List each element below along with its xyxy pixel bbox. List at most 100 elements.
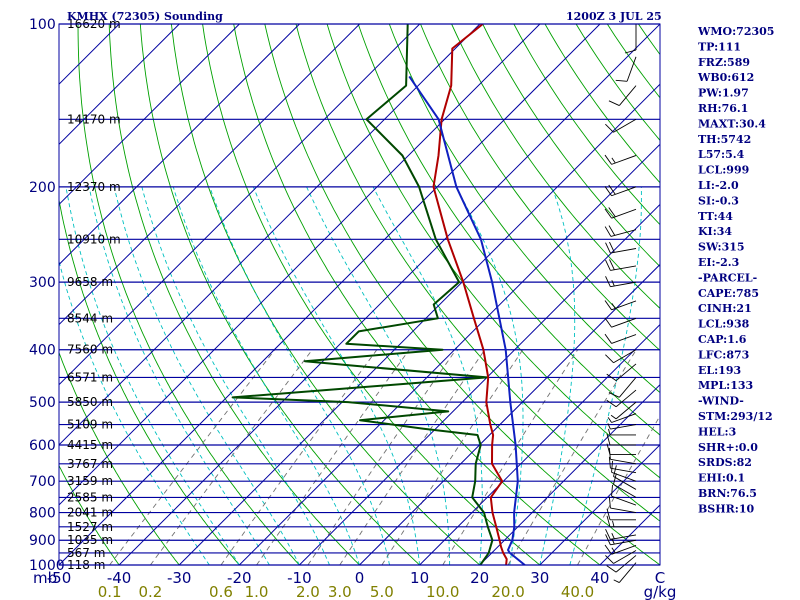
isotherm-line	[539, 444, 660, 565]
dry-adiabat-line	[264, 24, 660, 565]
temperature-tick-label: 20	[470, 569, 489, 587]
wind-barb	[607, 423, 637, 430]
wind-barb	[607, 413, 637, 423]
isotherm-line	[59, 24, 541, 506]
indices-panel: WMO:72305 TP:111 FRZ:589 WB0:612 PW:1.97 RH:7…	[697, 25, 774, 515]
wind-barb	[608, 428, 636, 436]
height-label: 1035 m	[67, 533, 113, 547]
temperature-tick-label: 30	[530, 569, 549, 587]
sounding-profiles	[231, 24, 526, 565]
isotherm-lines	[59, 24, 660, 565]
adiabat-lines	[59, 24, 800, 565]
wind-barb	[606, 433, 636, 446]
wind-barb	[608, 85, 637, 106]
height-label: 2585 m	[67, 490, 113, 504]
wind-barb	[606, 443, 636, 456]
index-line: L57:5.4	[698, 148, 745, 161]
index-line: MAXT:30.4	[698, 117, 766, 130]
height-label: 4415 m	[67, 438, 113, 452]
index-line: TP:111	[698, 40, 741, 53]
wind-barb	[608, 496, 637, 514]
isotherm-line	[59, 24, 360, 326]
index-line: STM:293/12	[698, 410, 773, 423]
pressure-tick-label: 900	[29, 533, 56, 549]
index-line: BSHR:10	[698, 502, 754, 515]
index-line: -WIND-	[698, 395, 744, 408]
wind-barb	[608, 447, 637, 465]
wind-barb	[606, 515, 636, 528]
wind-barb	[606, 508, 636, 521]
wind-barb	[610, 401, 637, 420]
index-line: CAP:1.6	[698, 333, 747, 346]
height-label: 8544 m	[67, 311, 113, 325]
index-line: CAPE:785	[698, 287, 759, 300]
isotherm-line	[59, 24, 180, 146]
wind-barb	[604, 300, 637, 311]
index-line: -PARCEL-	[698, 271, 757, 284]
wind-barb	[611, 460, 637, 482]
isotherm-line	[419, 323, 660, 565]
index-line: RH:76.1	[698, 102, 748, 115]
moist-adiabat-line	[141, 186, 330, 565]
pressure-tick-label: 700	[29, 474, 56, 490]
temperature-tick-label: 40	[590, 569, 609, 587]
pressure-tick-label: 1000	[29, 558, 65, 574]
sounding-time: 1200Z 3 JUL 25	[566, 10, 662, 23]
isotherm-line	[299, 203, 660, 565]
wind-barb	[613, 562, 637, 583]
index-line: SRDS:82	[698, 456, 752, 469]
index-line: EL:193	[698, 364, 741, 377]
celsius-unit-label: C	[655, 569, 665, 587]
wind-barb	[606, 555, 637, 573]
mixing-ratio-unit-label: g/kg	[644, 583, 677, 600]
isotherm-line	[59, 24, 601, 565]
index-line: PW:1.97	[698, 87, 749, 100]
index-line: FRZ:589	[698, 56, 750, 69]
parcel-path	[408, 75, 526, 565]
dry-adiabat-line	[233, 24, 601, 565]
height-label: 6571 m	[67, 370, 113, 384]
index-line: TH:5742	[698, 133, 751, 146]
wind-barb	[604, 317, 637, 328]
index-line: EHI:0.1	[698, 472, 745, 485]
index-line: LI:-2.0	[698, 179, 739, 192]
dry-adiabat-line	[794, 24, 800, 565]
isotherm-line	[59, 24, 421, 386]
index-line: BRN:76.5	[698, 487, 757, 500]
temperature-tick-label: -20	[227, 569, 252, 587]
wind-barb	[604, 225, 637, 237]
moist-adiabat-line	[252, 186, 421, 565]
index-line: SHR+:0.0	[698, 441, 758, 454]
plot-frame	[58, 23, 661, 566]
index-line: CINH:21	[698, 302, 752, 315]
pressure-tick-label: 600	[29, 438, 56, 454]
wind-barb	[605, 528, 637, 540]
pressure-tick-label: 100	[29, 17, 56, 33]
wind-barb	[608, 456, 637, 474]
height-label: 3159 m	[67, 474, 113, 488]
index-line: LCL:999	[698, 164, 749, 177]
wind-barb	[605, 259, 637, 271]
wind-barb	[624, 24, 637, 54]
isotherm-line	[59, 24, 300, 266]
wind-barb	[613, 465, 637, 490]
isotherm-line	[479, 383, 660, 565]
mixing-ratio-label: 3.0	[328, 583, 352, 600]
height-label: 567 m	[67, 546, 105, 560]
isotherm-line	[359, 263, 660, 565]
pressure-tick-label: 200	[29, 180, 56, 196]
wind-barbs	[604, 24, 637, 583]
mixing-ratio-label: 0.6	[209, 583, 233, 600]
dry-adiabat-line	[544, 24, 660, 184]
mixing-ratio-label: 10.0	[426, 583, 459, 600]
wind-barb	[615, 56, 637, 82]
index-line: KI:34	[698, 225, 732, 238]
dry-adiabat-line	[139, 24, 420, 565]
pressure-tick-label: 500	[29, 395, 56, 411]
wind-barb	[613, 473, 637, 498]
index-line: SW:315	[698, 241, 745, 254]
mixing-ratio-line	[150, 349, 313, 565]
dry-adiabat-line	[763, 24, 800, 565]
dewpoint-profile	[231, 24, 494, 565]
